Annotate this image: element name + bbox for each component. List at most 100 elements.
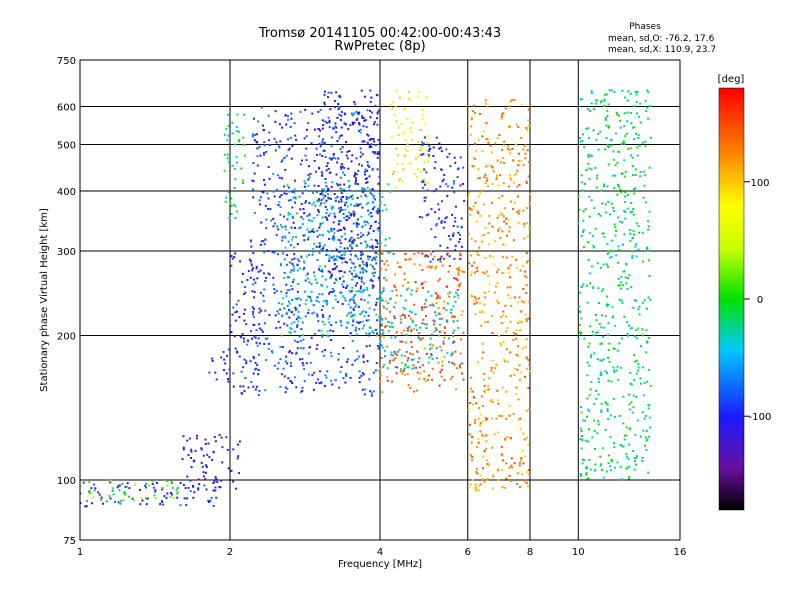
data-point <box>580 474 582 477</box>
data-point <box>307 373 310 376</box>
data-point <box>634 187 637 190</box>
data-point <box>403 278 406 281</box>
data-point <box>616 349 619 352</box>
data-point <box>360 89 363 92</box>
data-point <box>341 261 344 264</box>
data-point <box>330 351 332 354</box>
data-point <box>283 307 286 310</box>
data-point <box>407 258 410 261</box>
data-point <box>427 156 430 159</box>
data-point <box>359 290 362 293</box>
data-point <box>252 385 255 388</box>
data-point <box>515 333 518 336</box>
data-point <box>610 255 613 258</box>
data-point <box>468 433 471 436</box>
data-point <box>597 148 600 151</box>
data-point <box>524 375 527 378</box>
data-point <box>635 132 637 135</box>
data-point <box>312 304 315 306</box>
data-point <box>606 252 609 255</box>
data-point <box>513 174 516 177</box>
data-point <box>251 283 254 286</box>
data-point <box>356 350 359 353</box>
data-point <box>477 177 480 180</box>
data-point <box>375 255 378 258</box>
data-point <box>89 492 92 495</box>
data-point <box>475 402 478 405</box>
data-point <box>225 196 227 199</box>
data-point <box>283 322 286 325</box>
data-point <box>477 139 480 142</box>
data-point <box>625 426 628 429</box>
data-point <box>337 157 340 160</box>
data-point <box>377 151 380 154</box>
data-point <box>336 255 338 258</box>
data-point <box>479 413 482 416</box>
data-point <box>635 329 638 332</box>
data-point <box>338 277 341 280</box>
data-point <box>330 256 333 259</box>
data-point <box>629 232 632 235</box>
data-point <box>366 265 368 268</box>
data-point <box>368 255 371 258</box>
data-point <box>288 231 291 234</box>
data-point <box>440 368 443 371</box>
data-point <box>475 149 478 152</box>
data-point <box>423 302 426 305</box>
data-point <box>359 151 362 154</box>
data-point <box>275 234 278 236</box>
data-point <box>370 394 373 397</box>
data-point <box>363 299 366 302</box>
data-point <box>242 312 245 315</box>
data-point <box>263 343 266 345</box>
data-point <box>512 339 515 341</box>
data-point <box>252 162 255 164</box>
data-point <box>243 319 246 322</box>
data-point <box>344 201 347 204</box>
data-point <box>506 436 509 439</box>
data-point <box>393 284 396 287</box>
data-point <box>360 235 363 238</box>
data-point <box>446 156 449 159</box>
data-point <box>503 207 506 210</box>
data-point <box>342 286 345 289</box>
data-point <box>486 433 489 436</box>
data-point <box>339 242 342 245</box>
data-point <box>469 402 472 404</box>
data-point <box>437 203 440 206</box>
data-point <box>506 286 509 289</box>
data-point <box>265 150 268 153</box>
data-point <box>261 106 263 109</box>
data-point <box>169 495 172 498</box>
data-point <box>109 481 112 484</box>
data-point <box>629 382 632 385</box>
data-point <box>352 210 355 213</box>
data-point <box>236 351 239 354</box>
data-point <box>355 179 357 182</box>
phase-stats-heading: Phases <box>629 22 661 32</box>
data-point <box>492 255 495 258</box>
data-point <box>494 240 497 243</box>
data-point <box>350 311 353 314</box>
data-point <box>471 264 474 267</box>
data-point <box>614 174 617 177</box>
data-point <box>419 326 422 329</box>
data-point <box>396 261 399 264</box>
data-point <box>389 359 391 362</box>
data-point <box>100 496 103 499</box>
data-point <box>340 168 343 170</box>
data-point <box>610 380 613 383</box>
data-point <box>322 188 325 191</box>
data-point <box>443 331 446 334</box>
data-point <box>512 208 515 210</box>
data-point <box>151 480 154 483</box>
data-point <box>515 266 518 269</box>
data-point <box>439 185 442 188</box>
data-point <box>321 127 324 130</box>
data-point <box>344 204 346 207</box>
data-point <box>609 213 611 216</box>
data-point <box>346 150 349 153</box>
data-point <box>619 119 622 122</box>
data-point <box>336 116 339 119</box>
data-point <box>396 353 399 356</box>
